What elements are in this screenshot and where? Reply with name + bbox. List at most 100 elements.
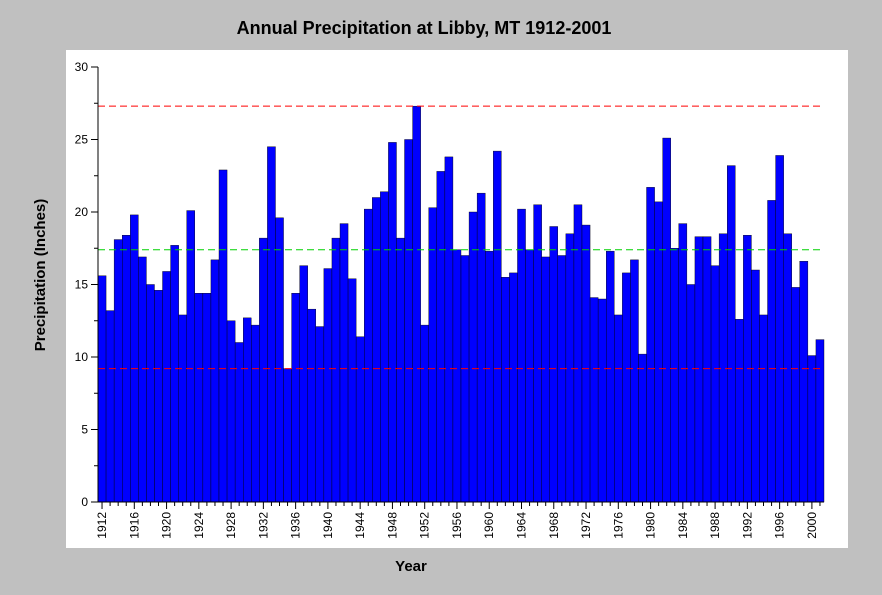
x-tick-label-1920: 1920 <box>160 512 174 539</box>
y-tick-label-25: 25 <box>75 133 89 147</box>
bar-1945 <box>364 208 373 503</box>
bar-1935 <box>283 368 292 503</box>
bar-1974 <box>597 298 607 503</box>
bar-1940 <box>323 268 333 503</box>
bar-1934 <box>275 217 284 503</box>
bar-1926 <box>210 259 220 503</box>
bar-1923 <box>186 210 195 503</box>
bar-1961 <box>493 150 502 503</box>
bar-1951 <box>412 105 421 503</box>
bar-1973 <box>589 297 599 503</box>
bar-1943 <box>347 278 357 503</box>
x-tick-label-1968: 1968 <box>547 512 561 539</box>
bar-1936 <box>291 293 300 503</box>
bar-1965 <box>525 249 534 503</box>
y-tick-label-5: 5 <box>81 423 88 437</box>
y-tick-label-10: 10 <box>75 350 89 364</box>
bar-1979 <box>638 353 647 503</box>
bar-1917 <box>138 256 147 503</box>
bar-1929 <box>234 342 244 503</box>
bar-1995 <box>767 200 776 503</box>
bar-1985 <box>686 284 696 503</box>
bar-1977 <box>622 272 631 503</box>
bar-1914 <box>113 239 123 503</box>
bar-1981 <box>654 201 663 503</box>
y-tick-label-20: 20 <box>75 205 89 219</box>
bar-1990 <box>727 165 736 503</box>
x-tick-label-1956: 1956 <box>450 512 464 539</box>
bar-1976 <box>614 314 623 503</box>
x-axis-title: Year <box>395 558 427 575</box>
bar-1962 <box>501 277 510 503</box>
bar-1939 <box>315 326 325 503</box>
bar-1964 <box>517 208 526 503</box>
bar-1969 <box>557 255 567 503</box>
bar-1932 <box>259 237 268 503</box>
axes-group: 0 5 10 15 20 25 30 1912 1916 1920 1924 1928 1932 1936… <box>75 60 824 539</box>
bar-1989 <box>718 233 728 503</box>
x-tick-label-1952: 1952 <box>418 512 432 539</box>
bar-1924 <box>194 293 204 503</box>
reference-lines-group <box>98 105 824 370</box>
bar-1918 <box>146 284 155 503</box>
bar-1997 <box>783 233 792 503</box>
bar-1960 <box>485 250 494 503</box>
bar-1963 <box>509 272 518 503</box>
bar-1922 <box>178 314 187 503</box>
bar-1931 <box>251 324 260 503</box>
x-tick-label-1984: 1984 <box>676 512 690 539</box>
bar-1994 <box>759 314 768 503</box>
bar-1984 <box>678 223 688 503</box>
bar-1968 <box>549 226 558 503</box>
bar-1967 <box>541 256 550 503</box>
bar-1986 <box>694 236 704 503</box>
bar-1938 <box>307 308 317 503</box>
bar-2000 <box>807 355 817 503</box>
bar-1972 <box>581 224 591 503</box>
bar-1946 <box>372 197 381 503</box>
x-tick-label-1972: 1972 <box>579 512 593 539</box>
x-tick-label-1924: 1924 <box>192 512 206 539</box>
bar-1996 <box>775 155 784 503</box>
y-tick-label-15: 15 <box>75 278 89 292</box>
bar-1988 <box>710 265 720 503</box>
bar-1970 <box>565 233 575 503</box>
bar-1958 <box>468 211 478 503</box>
x-tick-label-1980: 1980 <box>644 512 658 539</box>
bar-1933 <box>267 146 276 503</box>
bar-1930 <box>242 317 252 503</box>
x-tick-label-1996: 1996 <box>773 512 787 539</box>
bar-1949 <box>396 237 405 503</box>
x-tick-label-1936: 1936 <box>289 512 303 539</box>
x-tick-label-1944: 1944 <box>353 512 367 539</box>
x-tick-label-1992: 1992 <box>740 512 754 539</box>
bar-1916 <box>130 214 139 503</box>
x-tick-label-2000: 2000 <box>805 512 819 539</box>
bar-1980 <box>646 187 655 503</box>
bar-1927 <box>218 169 228 503</box>
bar-1947 <box>380 191 389 503</box>
y-axis-title: Precipitation (Inches) <box>32 199 49 352</box>
x-tick-label-1912: 1912 <box>95 512 109 539</box>
bar-1950 <box>404 139 413 503</box>
bar-2001 <box>815 339 825 503</box>
x-tick-label-1932: 1932 <box>256 512 270 539</box>
x-tick-label-1960: 1960 <box>482 512 496 539</box>
bar-1948 <box>388 142 397 503</box>
chart-title: Annual Precipitation at Libby, MT 1912-2… <box>236 18 612 38</box>
bar-1978 <box>630 259 639 503</box>
bar-1956 <box>452 249 462 503</box>
bar-1942 <box>339 223 349 503</box>
bar-1998 <box>791 287 800 503</box>
bar-1925 <box>202 293 212 503</box>
x-tick-label-1940: 1940 <box>321 512 335 539</box>
bar-1982 <box>662 137 671 503</box>
bar-1957 <box>460 255 470 503</box>
bar-1975 <box>606 250 615 503</box>
bar-1983 <box>670 248 679 503</box>
bar-1952 <box>420 324 429 503</box>
bar-1941 <box>331 237 341 503</box>
x-tick-label-1976: 1976 <box>611 512 625 539</box>
bar-1928 <box>226 320 236 503</box>
